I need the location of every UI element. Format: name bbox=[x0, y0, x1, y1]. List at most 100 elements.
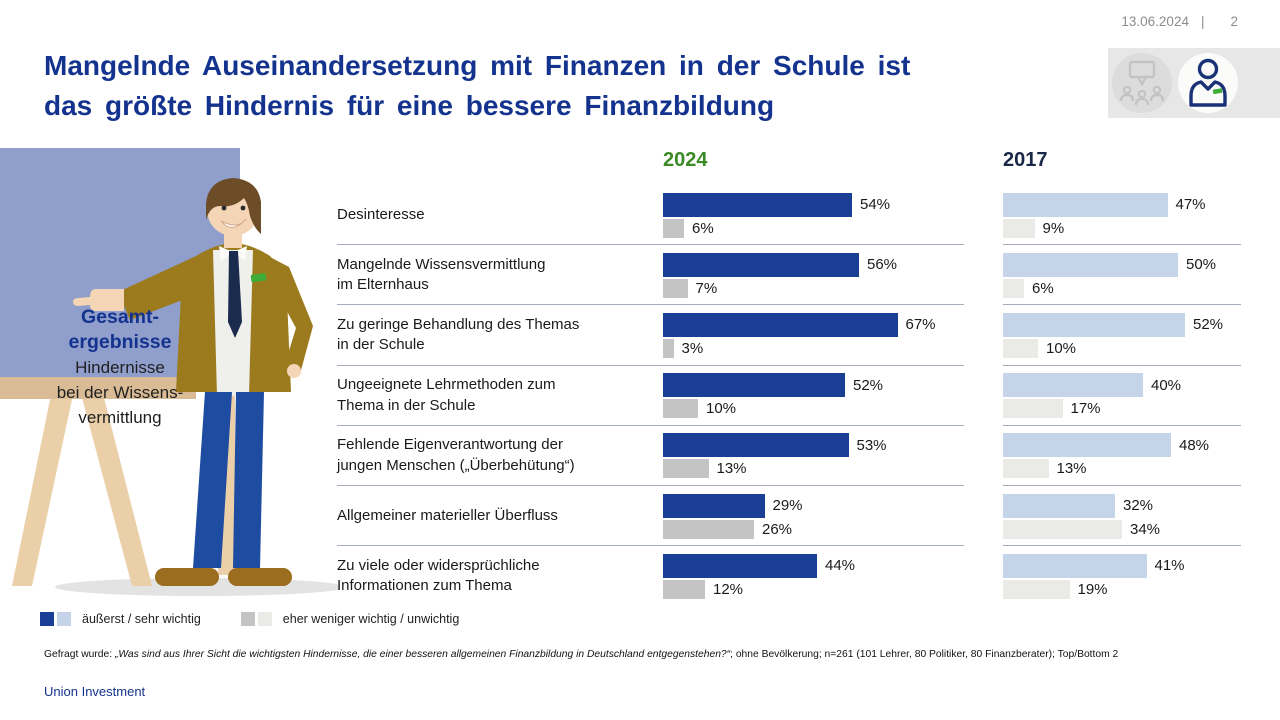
value-label: 9% bbox=[1042, 219, 1065, 237]
value-label: 6% bbox=[692, 219, 714, 237]
bars-2017: 48% 13% bbox=[1003, 433, 1245, 479]
row-separator bbox=[1003, 304, 1241, 306]
board-title-line1: Gesamt- bbox=[80, 306, 160, 328]
presenter-illustration bbox=[0, 148, 345, 596]
bar-2017-secondary bbox=[1003, 278, 1024, 298]
board-subtitle-line3: vermittlung bbox=[78, 408, 162, 427]
value-label: 19% bbox=[1077, 580, 1108, 598]
category-label: Ungeeignete Lehrmethoden zum Thema in de… bbox=[337, 375, 556, 414]
value-label: 40% bbox=[1151, 376, 1182, 394]
bar-chart: Desinteresse 54% 6% 47% 9% Mangelnde Wis… bbox=[337, 185, 1245, 606]
slide-title-line1: Mangelnde Auseinandersetzung mit Finanze… bbox=[44, 50, 911, 81]
category-label: Mangelnde Wissensvermittlung im Elternha… bbox=[337, 255, 546, 294]
chart-row: Allgemeiner materieller Überfluss 29% 26… bbox=[337, 486, 1245, 547]
value-label: 12% bbox=[713, 580, 744, 598]
bars-2017: 40% 17% bbox=[1003, 373, 1245, 419]
legend-item: äußerst / sehr wichtig bbox=[40, 612, 201, 626]
bars-2024: 29% 26% bbox=[663, 493, 1003, 539]
value-label: 48% bbox=[1179, 436, 1210, 454]
value-label: 41% bbox=[1154, 557, 1185, 575]
audience-chat-button[interactable] bbox=[1112, 53, 1172, 113]
legend-item: eher weniger wichtig / unwichtig bbox=[240, 612, 459, 626]
row-separator bbox=[1003, 424, 1241, 426]
bar-2024-secondary bbox=[663, 519, 754, 539]
bars-2017: 47% 9% bbox=[1003, 192, 1245, 238]
bar-2017-secondary bbox=[1003, 579, 1070, 599]
row-separator bbox=[1003, 484, 1241, 486]
bar-2017-primary bbox=[1003, 252, 1178, 277]
board-subtitle-line1: Hindernisse bbox=[75, 358, 165, 377]
bar-2017-secondary bbox=[1003, 338, 1038, 358]
row-separator bbox=[337, 364, 964, 366]
bars-2024: 67% 3% bbox=[663, 312, 1003, 358]
bar-2017-primary bbox=[1003, 192, 1168, 217]
board-subtitle-line2: bei der Wissens- bbox=[56, 383, 184, 402]
row-separator bbox=[1003, 244, 1241, 246]
legend-swatch-light bbox=[57, 612, 71, 626]
row-separator bbox=[337, 545, 964, 547]
bar-2024-primary bbox=[663, 373, 845, 398]
category-label: Zu geringe Behandlung des Themas in der … bbox=[337, 315, 580, 354]
bar-2024-primary bbox=[663, 433, 849, 458]
value-label: 17% bbox=[1070, 400, 1101, 418]
legend-swatch-dark bbox=[40, 612, 54, 626]
value-label: 53% bbox=[856, 436, 887, 454]
bar-2024-primary bbox=[663, 192, 852, 217]
bar-2017-primary bbox=[1003, 373, 1143, 398]
value-label: 32% bbox=[1123, 497, 1154, 515]
footnote-prefix: Gefragt wurde: bbox=[44, 649, 115, 660]
bars-2017: 41% 19% bbox=[1003, 553, 1245, 599]
illustration-scene: Gesamt- ergebnisse Hindernisse bei der W… bbox=[0, 140, 345, 610]
bar-2017-secondary bbox=[1003, 519, 1122, 539]
footnote: Gefragt wurde: „Was sind aus Ihrer Sicht… bbox=[44, 649, 1254, 660]
bar-2024-primary bbox=[663, 553, 817, 578]
page-number: 2 bbox=[1230, 14, 1238, 29]
header-icon-band bbox=[1108, 48, 1280, 118]
chart-row: Desinteresse 54% 6% 47% 9% bbox=[337, 185, 1245, 246]
value-label: 34% bbox=[1130, 520, 1161, 538]
row-separator bbox=[1003, 364, 1241, 366]
column-header-2024: 2024 bbox=[663, 149, 708, 171]
bars-2017: 52% 10% bbox=[1003, 312, 1245, 358]
chart-row: Ungeeignete Lehrmethoden zum Thema in de… bbox=[337, 366, 1245, 426]
value-label: 3% bbox=[681, 339, 704, 357]
chart-legend: äußerst / sehr wichtig eher weniger wich… bbox=[40, 612, 459, 626]
category-label: Fehlende Eigenverantwortung der jungen M… bbox=[337, 436, 575, 474]
footnote-rest: ; ohne Bevölkerung; n=261 (101 Lehrer, 8… bbox=[730, 649, 1119, 660]
value-label: 29% bbox=[772, 497, 803, 515]
header-meta: 13.06.2024 | 2 bbox=[1121, 14, 1238, 29]
board-text: Gesamt- ergebnisse Hindernisse bei der W… bbox=[6, 305, 234, 430]
bars-2017: 32% 34% bbox=[1003, 493, 1245, 539]
value-label: 7% bbox=[695, 279, 718, 297]
footnote-question: „Was sind aus Ihrer Sicht die wichtigste… bbox=[114, 649, 731, 660]
bar-2017-primary bbox=[1003, 493, 1115, 518]
bar-2024-secondary bbox=[663, 218, 684, 238]
person-button[interactable] bbox=[1178, 53, 1238, 113]
brand-label: Union Investment bbox=[44, 684, 146, 699]
bars-2024: 56% 7% bbox=[663, 252, 1003, 298]
board-title-line2: ergebnisse bbox=[68, 331, 172, 353]
chart-row: Zu viele oder widersprüchliche Informati… bbox=[337, 546, 1245, 606]
bars-2024: 54% 6% bbox=[663, 192, 1003, 238]
bars-2017: 50% 6% bbox=[1003, 252, 1245, 298]
value-label: 44% bbox=[825, 557, 856, 575]
bar-2024-secondary bbox=[663, 278, 688, 298]
bar-2017-secondary bbox=[1003, 459, 1049, 479]
category-label: Zu viele oder widersprüchliche Informati… bbox=[337, 556, 540, 595]
bar-2024-primary bbox=[663, 312, 898, 337]
bar-2024-secondary bbox=[663, 338, 674, 358]
value-label: 52% bbox=[853, 376, 884, 394]
chart-row: Fehlende Eigenverantwortung der jungen M… bbox=[337, 426, 1245, 486]
legend-swatch-dark bbox=[240, 612, 255, 626]
category-label: Allgemeiner materieller Überfluss bbox=[337, 506, 558, 524]
value-label: 13% bbox=[716, 460, 747, 478]
bars-2024: 52% 10% bbox=[663, 373, 1003, 419]
value-label: 67% bbox=[905, 316, 936, 334]
slide-title-line2: das größte Hindernis für eine bessere Fi… bbox=[44, 90, 775, 121]
row-separator bbox=[1003, 545, 1241, 547]
row-separator bbox=[337, 304, 964, 306]
audience-chat-icon bbox=[1112, 60, 1172, 117]
person-icon bbox=[1178, 58, 1238, 117]
value-label: 26% bbox=[762, 520, 793, 538]
column-header-2017: 2017 bbox=[1003, 149, 1048, 171]
